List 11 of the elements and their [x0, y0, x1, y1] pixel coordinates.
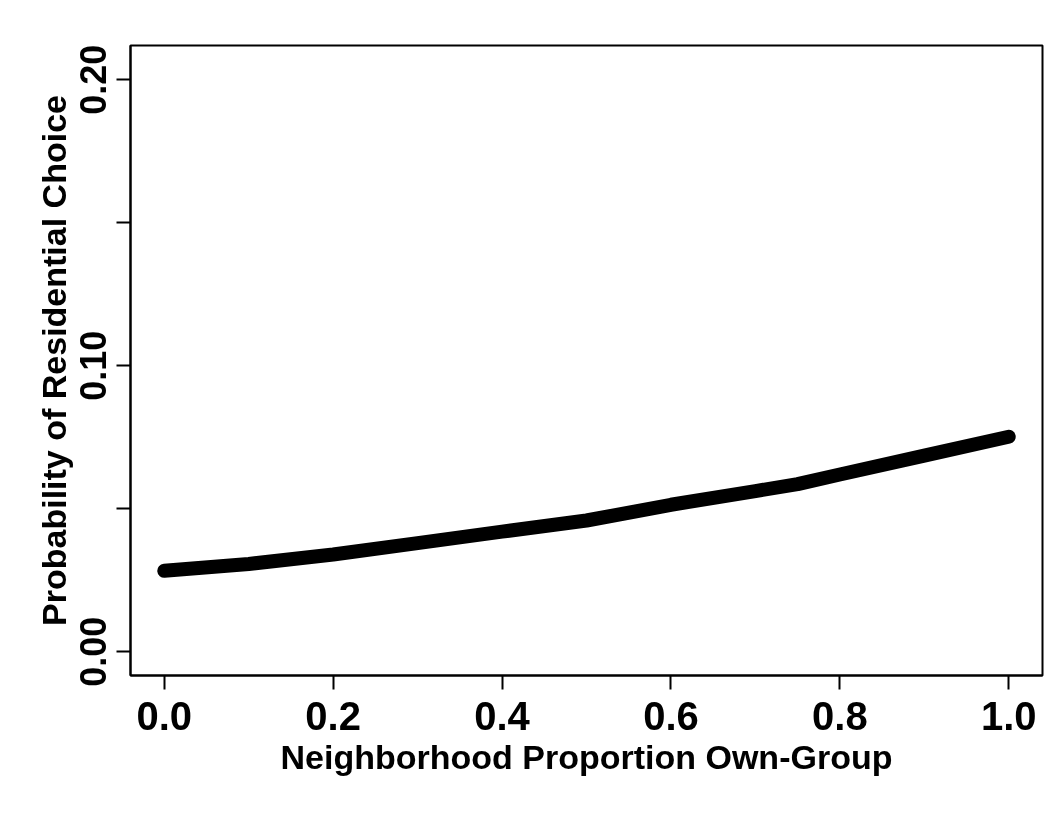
x-tick-label: 0.0 — [136, 693, 193, 738]
x-tick-label: 0.2 — [305, 693, 361, 738]
x-tick-label: 0.4 — [474, 693, 531, 738]
x-tick-label: 0.8 — [812, 693, 868, 738]
y-axis-title: Probability of Residential Choice — [34, 95, 73, 626]
y-tick-label: 0.00 — [73, 616, 115, 687]
x-axis-title: Neighborhood Proportion Own-Group — [280, 737, 893, 776]
x-tick-label: 0.6 — [643, 693, 699, 738]
x-tick-label: 1.0 — [980, 693, 1037, 738]
y-tick-label: 0.20 — [73, 44, 115, 115]
y-tick-label: 0.10 — [73, 330, 115, 401]
